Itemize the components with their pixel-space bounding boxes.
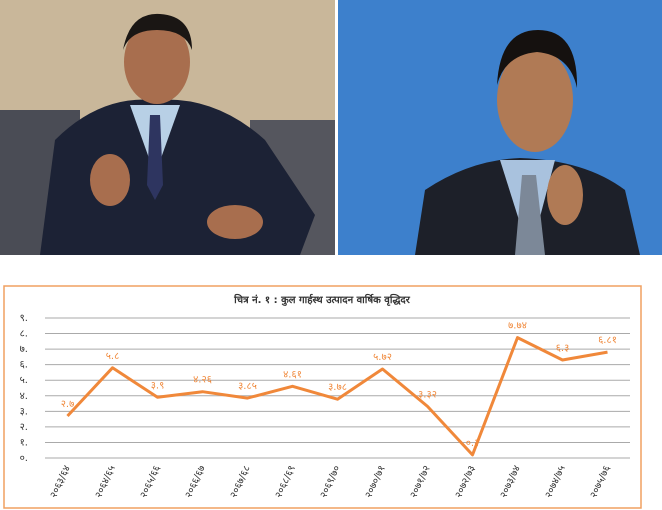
value-label: ३.७८	[328, 382, 347, 393]
chart-title: चित्र नं. १ : कुल गार्हस्थ उत्पादन वार्ष…	[233, 293, 411, 306]
value-label: ४.२६	[193, 375, 212, 386]
y-tick-label: ३.	[20, 406, 28, 417]
value-label: ३.८५	[238, 381, 257, 392]
photo-right	[338, 0, 662, 255]
chart-frame	[3, 285, 642, 509]
y-tick-label: १.	[20, 437, 28, 448]
y-tick-label: ५.	[20, 375, 28, 386]
value-label: ५.८	[106, 351, 120, 362]
y-tick-label: ७.	[20, 344, 28, 355]
value-label: ४.६१	[283, 369, 302, 380]
value-label: ३.९	[151, 380, 165, 391]
value-label: ६.८१	[598, 335, 617, 346]
value-label: २.७	[61, 399, 75, 410]
value-label: ७.७४	[508, 321, 527, 332]
y-tick-label: ४.	[20, 391, 28, 402]
y-tick-label: ९.	[20, 313, 28, 324]
y-tick-label: ६.	[20, 360, 28, 371]
y-tick-label: ०.	[20, 453, 28, 464]
y-tick-label: ८.	[20, 329, 28, 340]
value-label: ६.३	[556, 343, 570, 354]
value-label: ०.२	[466, 438, 480, 449]
y-tick-label: २.	[20, 422, 28, 433]
value-label: ५.७२	[373, 352, 392, 363]
photo-left	[0, 0, 335, 255]
data-line	[66, 336, 608, 457]
value-label: ३.३२	[418, 389, 437, 400]
